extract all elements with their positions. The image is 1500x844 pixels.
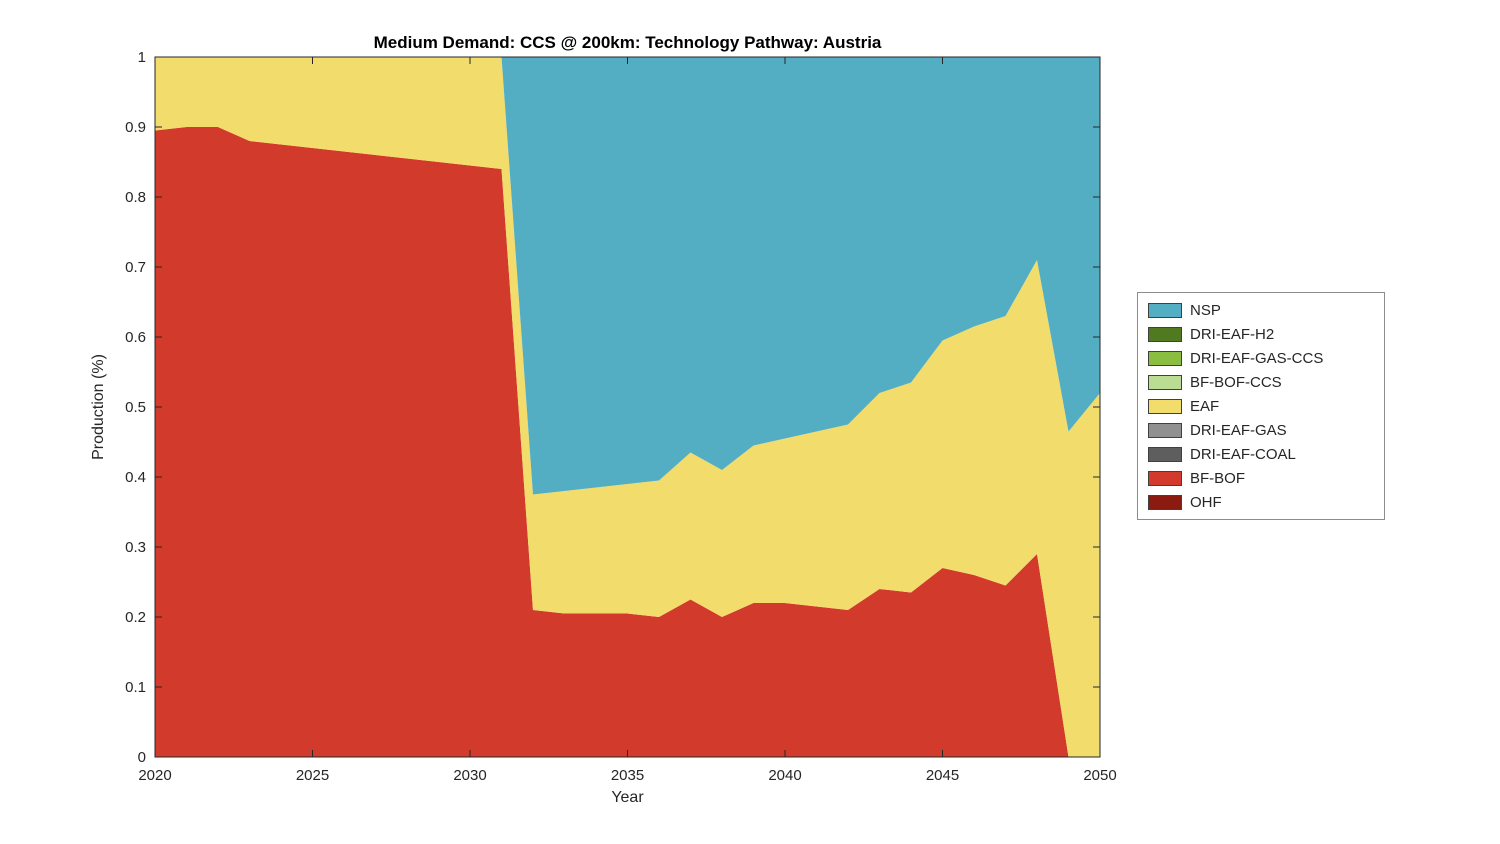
legend-swatch-DRI-EAF-H2 — [1148, 326, 1182, 342]
y-axis-label: Production (%) — [90, 354, 107, 460]
legend-item-BF-BOF: BF-BOF — [1138, 467, 1384, 489]
legend-item-NSP: NSP — [1138, 299, 1384, 321]
legend-item-DRI-EAF-GAS: DRI-EAF-GAS — [1138, 419, 1384, 441]
legend-label: NSP — [1190, 301, 1221, 319]
legend-swatch-NSP — [1148, 302, 1182, 318]
x-tick-label: 2025 — [296, 767, 329, 784]
y-tick-label: 0.2 — [125, 609, 146, 626]
legend-item-DRI-EAF-COAL: DRI-EAF-COAL — [1138, 443, 1384, 465]
legend-item-OHF: OHF — [1138, 491, 1384, 513]
legend-label: OHF — [1190, 493, 1222, 511]
x-axis-label: Year — [611, 789, 644, 806]
legend-box: NSP DRI-EAF-H2 DRI-EAF-GAS-CCS BF-BOF-CCS EA… — [1137, 292, 1385, 520]
y-tick-label: 0 — [138, 749, 146, 766]
legend-item-DRI-EAF-H2: DRI-EAF-H2 — [1138, 323, 1384, 345]
y-tick-label: 0.5 — [125, 399, 146, 416]
x-tick-label: 2030 — [453, 767, 486, 784]
area-series-EAF — [155, 57, 1100, 757]
y-tick-label: 0.6 — [125, 329, 146, 346]
legend-label: DRI-EAF-COAL — [1190, 445, 1296, 463]
legend-swatch-BF-BOF-CCS — [1148, 374, 1182, 390]
legend-swatch-DRI-EAF-COAL — [1148, 446, 1182, 462]
y-tick-label: 0.4 — [125, 469, 146, 486]
legend-item-DRI-EAF-GAS-CCS: DRI-EAF-GAS-CCS — [1138, 347, 1384, 369]
legend-swatch-OHF — [1148, 494, 1182, 510]
y-tick-label: 0.9 — [125, 119, 146, 136]
y-tick-label: 0.7 — [125, 259, 146, 276]
y-tick-label: 0.8 — [125, 189, 146, 206]
y-tick-label: 0.3 — [125, 539, 146, 556]
y-tick-label: 0.1 — [125, 679, 146, 696]
legend-label: DRI-EAF-GAS-CCS — [1190, 349, 1324, 367]
chart-title: Medium Demand: CCS @ 200km: Technology P… — [373, 33, 882, 52]
legend-label: DRI-EAF-GAS — [1190, 421, 1287, 439]
x-tick-label: 2040 — [768, 767, 801, 784]
legend-label: BF-BOF-CCS — [1190, 373, 1282, 391]
y-tick-label: 1 — [138, 49, 146, 66]
x-tick-label: 2020 — [138, 767, 171, 784]
x-tick-label: 2045 — [926, 767, 959, 784]
legend-swatch-BF-BOF — [1148, 470, 1182, 486]
legend-swatch-EAF — [1148, 398, 1182, 414]
legend-swatch-DRI-EAF-GAS-CCS — [1148, 350, 1182, 366]
area-series-NSP — [155, 57, 1100, 495]
x-tick-label: 2050 — [1083, 767, 1116, 784]
legend-label: EAF — [1190, 397, 1220, 415]
legend-item-EAF: EAF — [1138, 395, 1384, 417]
legend-label: BF-BOF — [1190, 469, 1245, 487]
legend-swatch-DRI-EAF-GAS — [1148, 422, 1182, 438]
x-tick-label: 2035 — [611, 767, 644, 784]
legend-label: DRI-EAF-H2 — [1190, 325, 1275, 343]
legend-item-BF-BOF-CCS: BF-BOF-CCS — [1138, 371, 1384, 393]
